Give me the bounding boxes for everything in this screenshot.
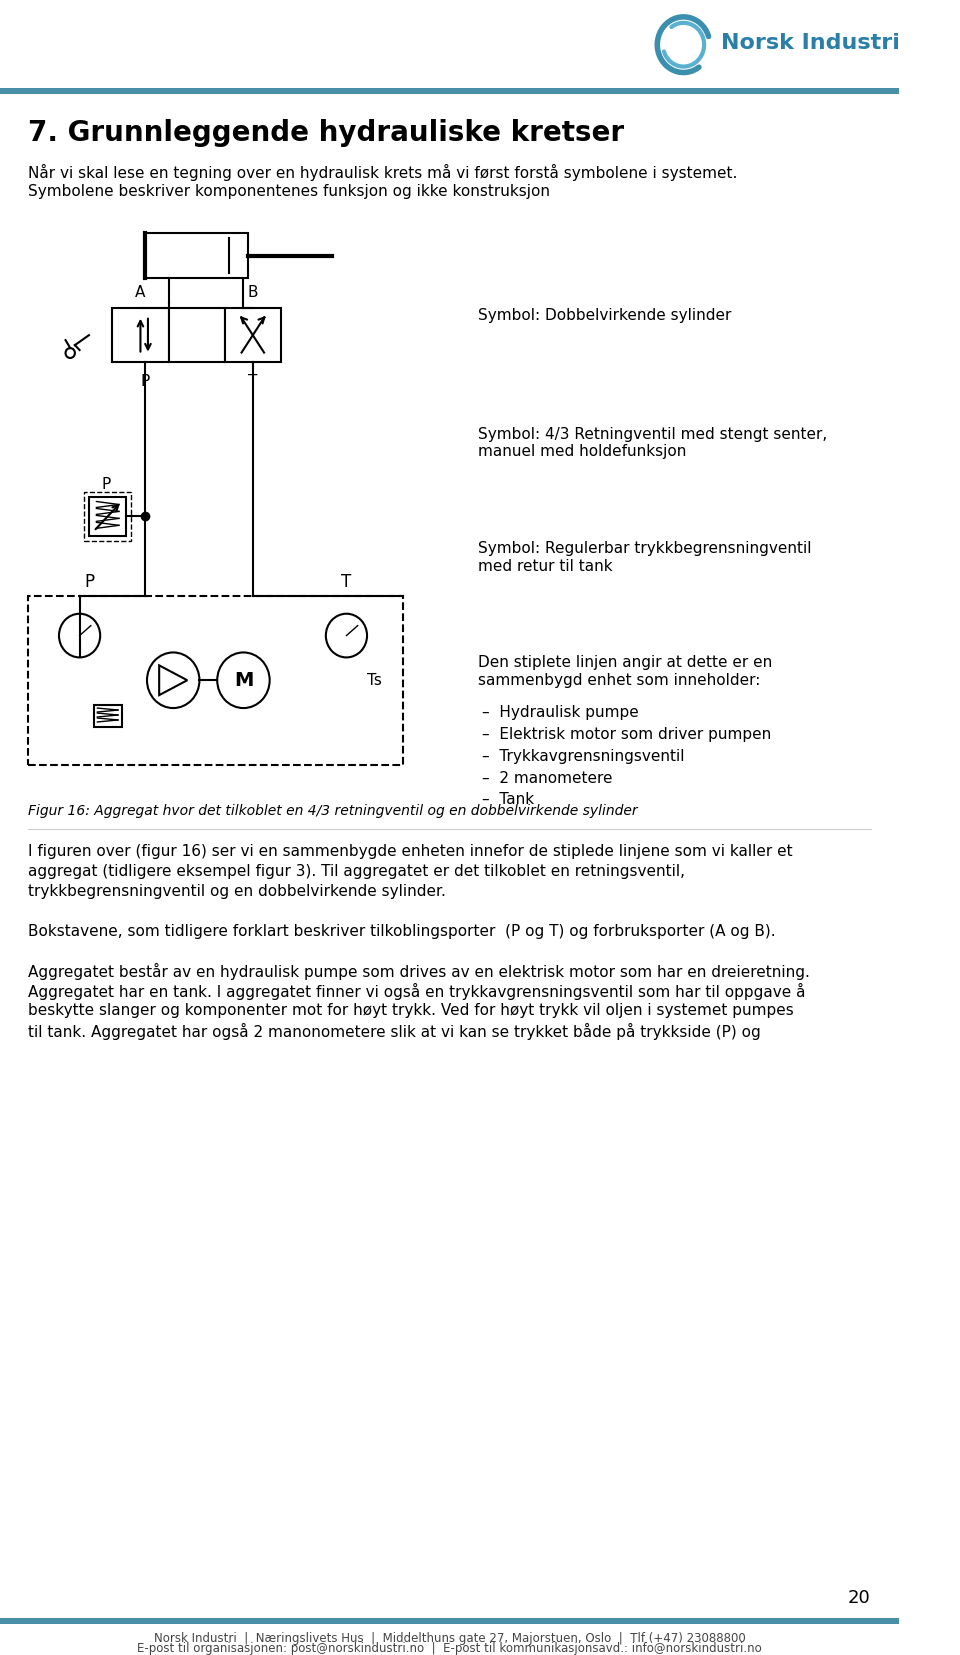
Text: –  Trykkavgrensningsventil: – Trykkavgrensningsventil bbox=[482, 748, 684, 763]
Circle shape bbox=[147, 652, 200, 708]
Text: T: T bbox=[342, 573, 351, 591]
Text: Symbol: Regulerbar trykkbegrensningventil
med retur til tank: Symbol: Regulerbar trykkbegrensningventi… bbox=[477, 541, 811, 574]
Circle shape bbox=[59, 614, 100, 657]
Text: Figur 16: Aggregat hvor det tilkoblet en 4/3 retningventil og en dobbelvirkende : Figur 16: Aggregat hvor det tilkoblet en… bbox=[28, 804, 637, 818]
Text: I figuren over (figur 16) ser vi en sammenbygde enheten innefor de stiplede linj: I figuren over (figur 16) ser vi en samm… bbox=[28, 844, 793, 859]
Text: E-post til organisasjonen: post@norskindustri.no  |  E-post til kommunikasjonsav: E-post til organisasjonen: post@norskind… bbox=[137, 1642, 762, 1655]
Bar bbox=[84, 492, 132, 541]
Text: M: M bbox=[233, 670, 253, 690]
Text: A: A bbox=[135, 285, 146, 300]
Text: B: B bbox=[248, 285, 258, 300]
Polygon shape bbox=[159, 665, 187, 695]
Text: Symbol: 4/3 Retningventil med stengt senter,
manuel med holdefunksjon: Symbol: 4/3 Retningventil med stengt sen… bbox=[477, 427, 827, 460]
Text: P: P bbox=[101, 477, 110, 492]
Text: Symbolene beskriver komponentenes funksjon og ikke konstruksjon: Symbolene beskriver komponentenes funksj… bbox=[28, 184, 550, 199]
Text: –  2 manometere: – 2 manometere bbox=[482, 771, 612, 786]
Text: Når vi skal lese en tegning over en hydraulisk krets må vi først forstå symbolen: Når vi skal lese en tegning over en hydr… bbox=[28, 164, 737, 180]
Text: Norsk Industri  |  Næringslivets Hus  |  Middelthuns gate 27, Majorstuen, Oslo  : Norsk Industri | Næringslivets Hus | Mid… bbox=[154, 1632, 745, 1645]
Bar bbox=[0, 88, 899, 94]
Text: Aggregatet består av en hydraulisk pumpe som drives av en elektrisk motor som ha: Aggregatet består av en hydraulisk pumpe… bbox=[28, 963, 810, 980]
Text: P: P bbox=[84, 573, 94, 591]
Bar bbox=[89, 496, 127, 536]
Text: 20: 20 bbox=[848, 1589, 871, 1607]
Text: P: P bbox=[140, 374, 150, 389]
Bar bbox=[225, 308, 281, 362]
Text: –  Hydraulisk pumpe: – Hydraulisk pumpe bbox=[482, 705, 639, 720]
Bar bbox=[28, 596, 402, 765]
Text: Ts: Ts bbox=[367, 672, 382, 688]
Text: Bokstavene, som tidligere forklart beskriver tilkoblingsporter  (P og T) og forb: Bokstavene, som tidligere forklart beskr… bbox=[28, 923, 776, 938]
Text: –  Tank: – Tank bbox=[482, 793, 535, 808]
Bar bbox=[112, 308, 169, 362]
Circle shape bbox=[217, 652, 270, 708]
Text: 7. Grunnleggende hydrauliske kretser: 7. Grunnleggende hydrauliske kretser bbox=[28, 119, 624, 147]
Bar bbox=[0, 1617, 899, 1624]
Text: T: T bbox=[248, 374, 257, 389]
Text: –  Elektrisk motor som driver pumpen: – Elektrisk motor som driver pumpen bbox=[482, 727, 772, 741]
Text: Symbol: Dobbelvirkende sylinder: Symbol: Dobbelvirkende sylinder bbox=[477, 308, 731, 323]
Text: Norsk Industri: Norsk Industri bbox=[721, 33, 900, 53]
Text: beskytte slanger og komponenter mot for høyt trykk. Ved for høyt trykk vil oljen: beskytte slanger og komponenter mot for … bbox=[28, 1003, 794, 1018]
Text: Den stiplete linjen angir at dette er en
sammenbygd enhet som inneholder:: Den stiplete linjen angir at dette er en… bbox=[477, 655, 772, 688]
Bar bbox=[145, 233, 248, 278]
Bar bbox=[169, 308, 225, 362]
Bar bbox=[94, 705, 122, 727]
Text: aggregat (tidligere eksempel figur 3). Til aggregatet er det tilkoblet en retnin: aggregat (tidligere eksempel figur 3). T… bbox=[28, 864, 685, 879]
Text: Aggregatet har en tank. I aggregatet finner vi også en trykkavgrensningsventil s: Aggregatet har en tank. I aggregatet fin… bbox=[28, 983, 805, 1000]
Circle shape bbox=[65, 348, 75, 357]
Text: trykkbegrensningventil og en dobbelvirkende sylinder.: trykkbegrensningventil og en dobbelvirke… bbox=[28, 884, 446, 899]
Circle shape bbox=[325, 614, 367, 657]
Text: til tank. Aggregatet har også 2 manonometere slik at vi kan se trykket både på t: til tank. Aggregatet har også 2 manonome… bbox=[28, 1023, 761, 1039]
